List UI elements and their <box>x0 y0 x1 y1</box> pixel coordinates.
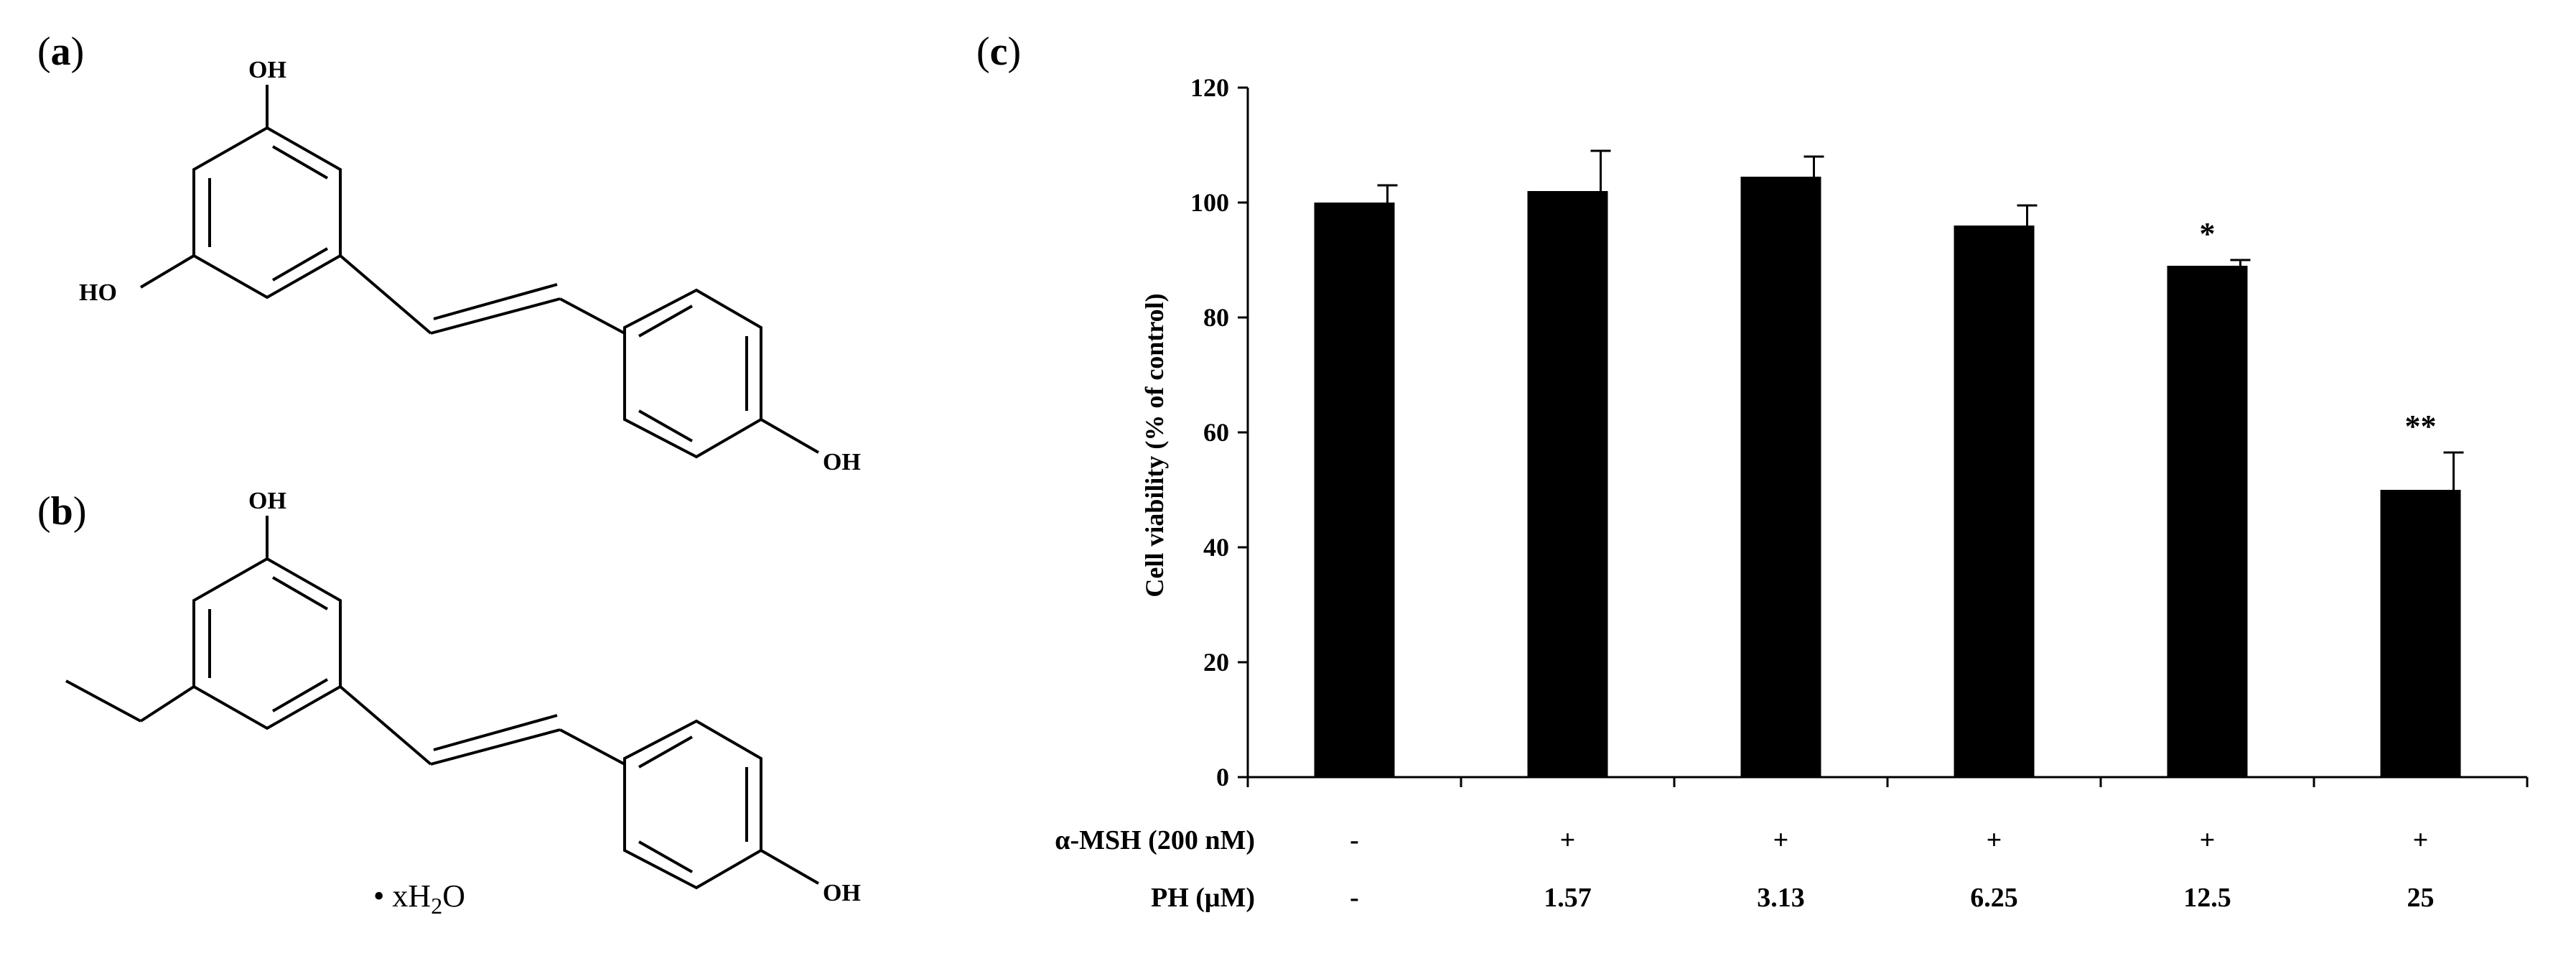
condition-value: + <box>1773 825 1789 855</box>
condition-row-label: α-MSH (200 nM) <box>1055 825 1255 855</box>
bond-oh-right <box>760 849 819 885</box>
vinyl-double <box>433 714 558 751</box>
bond-methoxy-c <box>65 679 141 723</box>
atom-oh-top: OH <box>248 57 286 83</box>
double-bond <box>271 576 329 611</box>
bar <box>1527 191 1608 777</box>
atom-oh-top: OH <box>248 488 286 514</box>
double-bond <box>271 145 329 180</box>
panel-letter-b: b <box>50 489 73 534</box>
vinyl-bond <box>559 728 625 766</box>
double-bond <box>271 247 329 282</box>
panel-label-a: (a) <box>37 29 85 74</box>
y-axis-title: Cell viability (% of control) <box>1140 293 1169 597</box>
ring-b-right <box>623 719 762 890</box>
bar <box>2380 490 2461 777</box>
bar <box>1314 203 1395 777</box>
atom-ho-left: HO <box>79 279 117 306</box>
vinyl-bond <box>339 254 432 335</box>
vinyl-bond <box>339 685 432 766</box>
condition-value: + <box>2200 825 2216 855</box>
double-bond <box>638 840 693 873</box>
hydrate-label: • xH2O <box>373 878 465 919</box>
condition-value: 1.57 <box>1544 883 1592 913</box>
double-bond <box>638 305 693 338</box>
ring-a-right <box>623 288 762 459</box>
y-tick-label: 20 <box>1203 648 1229 677</box>
hydrate-subscript: 2 <box>431 893 442 919</box>
chemical-structure-a: OH HO OH <box>79 57 861 475</box>
chemical-structure-b: OH OH • xH2O <box>65 488 861 919</box>
double-bond <box>638 735 693 769</box>
y-tick-label: 100 <box>1190 188 1229 217</box>
bond-ho-left <box>139 254 195 289</box>
ring-b-left <box>192 557 342 730</box>
double-bond <box>271 678 329 712</box>
hydrate-text: • xH <box>373 878 431 914</box>
condition-value: + <box>1987 825 2002 855</box>
atom-oh-right: OH <box>823 880 861 906</box>
y-tick-label: 120 <box>1190 73 1229 102</box>
bar <box>1954 226 2035 777</box>
bond-methoxy-o <box>139 685 195 723</box>
condition-rows: α-MSH (200 nM) - + + + + + PH (μM) - 1.57 3.13 6.25… <box>1055 825 2434 913</box>
hydrate-tail: O <box>442 878 465 914</box>
double-bond <box>638 409 693 442</box>
vinyl-bond <box>559 297 625 335</box>
vinyl-bond <box>430 728 561 766</box>
y-tick-label: 80 <box>1203 303 1229 332</box>
bars: *** <box>1246 149 2529 787</box>
y-tick-label: 60 <box>1203 418 1229 447</box>
significance-marker: ** <box>2405 409 2437 444</box>
condition-value: - <box>1350 883 1359 913</box>
condition-value: + <box>2413 825 2429 855</box>
condition-row-label: PH (μM) <box>1151 883 1255 913</box>
bar <box>1740 177 1821 777</box>
condition-value: 12.5 <box>2183 883 2231 913</box>
y-tick-label: 0 <box>1216 763 1229 791</box>
bar <box>2167 266 2248 777</box>
panel-letter-c: c <box>989 29 1008 74</box>
panel-label-c: (c) <box>976 29 1022 74</box>
ring-a-left <box>192 126 342 300</box>
panel-letter-a: a <box>50 29 71 74</box>
significance-marker: * <box>2200 216 2216 251</box>
condition-value: 6.25 <box>1970 883 2018 913</box>
condition-value: + <box>1560 825 1576 855</box>
bond-oh-right <box>760 418 819 454</box>
y-tick-label: 40 <box>1203 533 1229 562</box>
atom-oh-right: OH <box>823 449 861 475</box>
vinyl-bond <box>430 297 561 335</box>
condition-value: - <box>1350 825 1359 855</box>
condition-value: 25 <box>2407 883 2435 913</box>
vinyl-double <box>433 283 558 320</box>
panel-label-b: (b) <box>37 489 87 534</box>
condition-value: 3.13 <box>1757 883 1805 913</box>
